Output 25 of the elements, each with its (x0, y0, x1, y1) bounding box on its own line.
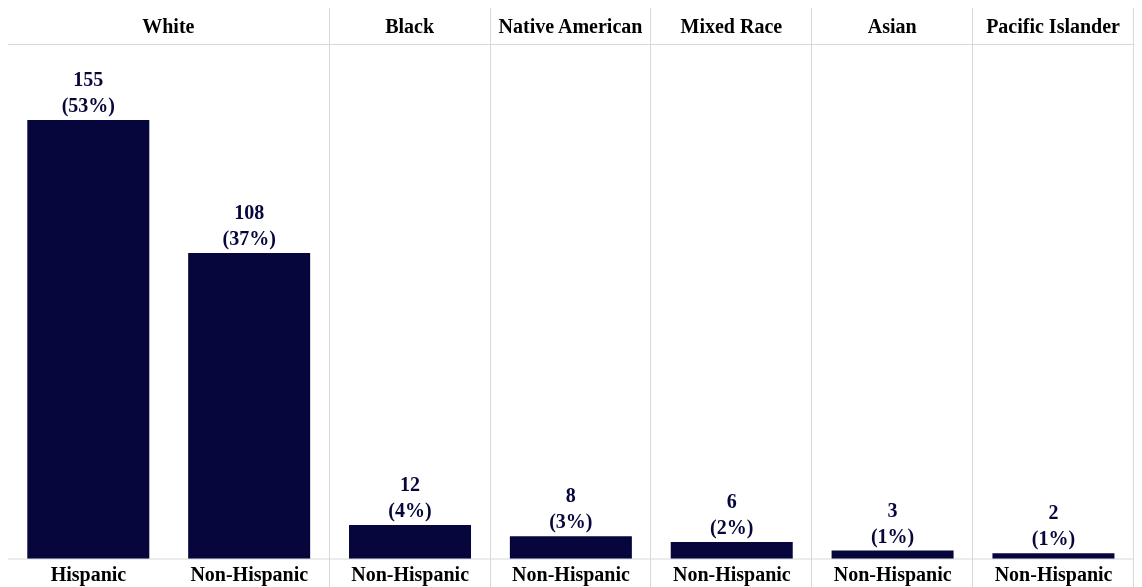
text: Non-Hispanic (512, 563, 630, 586)
x-tick-label: Native American (490, 8, 651, 45)
data-label: 8 (3%) (549, 484, 593, 534)
data-label: 2 (1%) (1031, 501, 1076, 551)
text: Non-Hispanic (994, 563, 1113, 586)
text: Non-Hispanic (833, 563, 952, 586)
x-tick-label: Asian (812, 8, 973, 45)
bar (509, 536, 632, 559)
series-label: Hispanic (50, 563, 127, 587)
data-label: 12 (4%) (388, 473, 432, 523)
data-label: 3 (1%) (870, 498, 915, 548)
bar (670, 542, 793, 559)
bar (349, 525, 472, 559)
data-label: 6 (2%) (710, 490, 754, 540)
bar (188, 253, 311, 559)
data-label: 155 (53%) (61, 68, 115, 117)
series-label: Non-Hispanic (190, 563, 309, 587)
x-tick-label: Mixed Race (651, 8, 812, 45)
x-tick-label: Pacific Islander (973, 8, 1133, 45)
data-label: 108 (37%) (222, 201, 276, 251)
text: Non-Hispanic (351, 563, 470, 586)
text: Non-Hispanic (672, 563, 791, 586)
x-tick-label: White (8, 8, 329, 45)
x-tick-label: Black (329, 8, 490, 45)
bar (27, 120, 150, 559)
